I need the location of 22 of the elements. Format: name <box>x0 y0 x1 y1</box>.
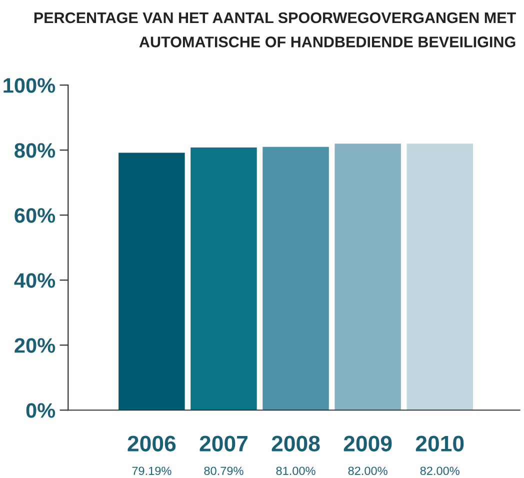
y-tick-label: 20% <box>14 338 56 353</box>
bar <box>262 146 329 410</box>
x-tick-label: 2009 <box>344 436 392 452</box>
bar <box>190 148 257 410</box>
data-label: 79.19% <box>132 466 172 476</box>
x-tick-label: 2007 <box>200 436 248 452</box>
y-tick-label: 80% <box>14 143 56 158</box>
y-tick-label: 100% <box>4 78 56 93</box>
y-tick-label: 60% <box>14 208 56 223</box>
x-tick-label: 2006 <box>128 436 176 452</box>
data-label: 80.79% <box>204 466 244 476</box>
x-tick-label: 2008 <box>272 436 320 452</box>
chart-title: PERCENTAGE VAN HET AANTAL SPOORWEGOVERGANGEN MET AUTOMATISCHE OF HANDBEDIENDE BEVEILIGING <box>34 12 516 48</box>
x-tick-label: 2010 <box>416 436 464 452</box>
bar <box>406 144 473 410</box>
y-tick-label: 0% <box>26 403 56 418</box>
data-label: 81.00% <box>276 466 316 476</box>
y-tick-label: 40% <box>14 273 56 288</box>
data-label: 82.00% <box>348 466 388 476</box>
data-label: 82.00% <box>420 466 460 476</box>
bar <box>334 144 401 410</box>
bar <box>118 152 185 410</box>
